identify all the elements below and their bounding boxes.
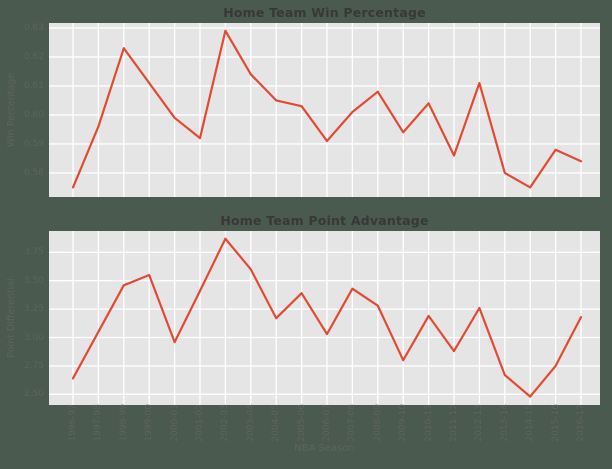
x-tick-label: 2008-09	[372, 404, 383, 442]
x-tick-label: 2012-13	[474, 404, 485, 442]
x-tick-label: 1997-98	[93, 404, 104, 442]
chart-canvas	[49, 231, 600, 405]
x-tick-label: 1999-00	[144, 404, 155, 442]
y-tick-label: 0.61	[23, 80, 44, 91]
plot-panel-win-percentage	[49, 23, 600, 197]
x-tick-label: 2006-07	[322, 404, 332, 442]
point-advantage-line	[71, 237, 583, 398]
x-tick-label: 2000-01	[169, 404, 180, 442]
x-tick-label: 2007-08	[347, 404, 358, 442]
y-tick-label: 3.00	[23, 332, 44, 343]
gridlines	[49, 231, 600, 405]
chart-title-point-advantage: Home Team Point Advantage	[220, 213, 429, 228]
y-tick-label: 2.75	[23, 360, 44, 371]
x-tick-label: 2010-11	[423, 404, 434, 442]
x-axis-label: NBA Season	[294, 443, 355, 454]
x-tick-label: 2014-15	[525, 404, 536, 442]
y-tick-label: 0.59	[23, 138, 44, 149]
win-percentage-line	[71, 29, 583, 189]
chart-title-win-percentage: Home Team Win Percentage	[223, 5, 426, 20]
y-tick-label: 3.50	[23, 275, 44, 286]
x-tick-label: 2003-04	[245, 404, 256, 442]
y-tick-label: 3.75	[23, 247, 44, 258]
x-tick-label: 2005-06	[296, 404, 307, 442]
y-tick-label: 0.60	[23, 109, 44, 120]
x-tick-label: 2004-05	[271, 404, 282, 442]
y-tick-label: 0.63	[23, 22, 44, 33]
x-tick-label: 2009-10	[398, 404, 409, 442]
x-tick-label: 2016-17	[576, 404, 586, 442]
x-tick-label: 2013-14	[499, 404, 510, 442]
y-tick-label: 3.25	[23, 304, 44, 315]
x-tick-label: 1998-99	[118, 404, 129, 442]
x-tick-label: 2015-16	[550, 404, 561, 442]
y-tick-label: 0.58	[23, 167, 44, 178]
chart-canvas	[49, 23, 600, 197]
x-tick-label: 2011-12	[449, 404, 459, 442]
gridlines	[49, 23, 600, 197]
x-tick-label: 1996-97	[68, 404, 78, 442]
y-tick-label: 0.62	[23, 51, 44, 62]
y-tick-label: 2.50	[23, 389, 44, 400]
plot-panel-point-advantage	[49, 231, 600, 405]
x-tick-label: 2002-03	[220, 404, 231, 442]
x-tick-label: 2001-02	[195, 404, 205, 442]
